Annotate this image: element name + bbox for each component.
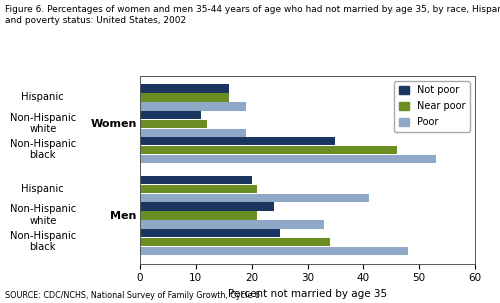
Bar [140,93,230,102]
Bar [140,202,274,211]
Text: SOURCE: CDC/NCHS, National Survey of Family Growth, Cycle 6: SOURCE: CDC/NCHS, National Survey of Fam… [5,291,260,300]
Bar [140,238,330,246]
Bar [140,220,324,229]
X-axis label: Percent not married by age 35: Percent not married by age 35 [228,289,387,299]
Bar [140,176,252,185]
Text: Women: Women [90,119,136,129]
Bar [140,146,397,155]
Bar [140,211,257,220]
Bar [140,229,280,237]
Text: Men: Men [110,211,136,221]
Legend: Not poor, Near poor, Poor: Not poor, Near poor, Poor [394,81,470,132]
Bar [140,194,369,202]
Bar [140,102,246,111]
Text: Figure 6. Percentages of women and men 35-44 years of age who had not married by: Figure 6. Percentages of women and men 3… [5,5,500,25]
Bar [140,247,408,255]
Bar [140,111,202,119]
Bar [140,84,230,93]
Bar [140,185,257,193]
Bar [140,128,246,137]
Bar [140,155,436,163]
Bar [140,120,207,128]
Bar [140,137,336,145]
